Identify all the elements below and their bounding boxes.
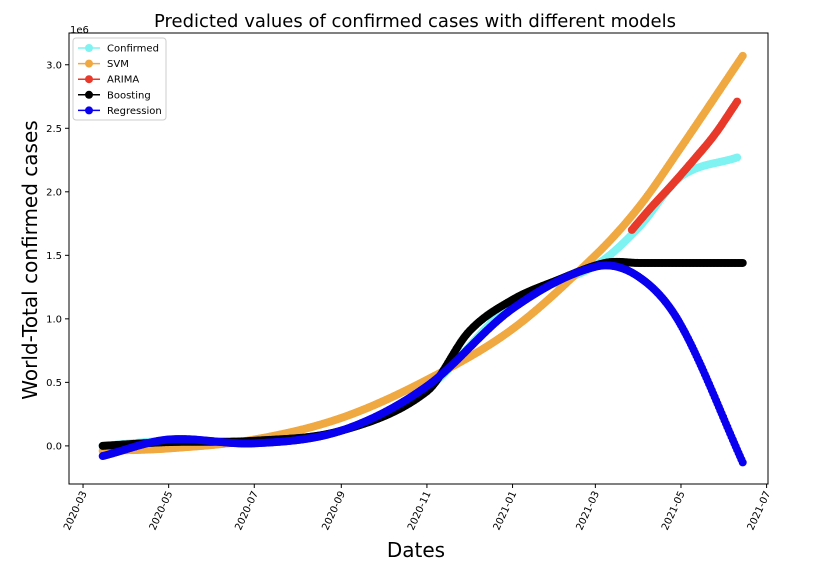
y-tick-label: 0.0 [46,441,62,452]
legend-item-regression: Regression [78,106,162,117]
legend-marker [85,59,93,68]
plot-area [68,32,769,485]
chart-title: Predicted values of confirmed cases with… [154,11,676,32]
series-arima [627,97,742,234]
y-tick-label: 2.0 [46,187,62,198]
legend-item-boosting: Boosting [78,90,151,101]
series-layer [98,51,747,467]
legend-marker [85,75,93,84]
y-axis: 0.0 0.5 1.0 1.5 2.0 2.5 3.0 [46,60,69,452]
legend-label: ARIMA [107,75,139,86]
point [738,458,747,467]
y-tick-label: 0.5 [46,378,62,389]
legend-item-svm: SVM [78,59,129,70]
y-multiplier: 1e6 [70,25,89,36]
point [733,97,742,106]
legend-box [72,37,167,121]
legend-marker [85,44,93,52]
legend-marker [85,90,93,99]
y-tick-label: 2.5 [46,124,62,135]
y-axis-label: World-Total confirmed cases [18,120,42,399]
legend: Confirmed SVM ARIMA Boosting Regression [72,37,167,121]
y-tick-label: 1.5 [46,251,62,262]
legend-label: SVM [107,59,129,70]
series-regression [98,261,747,467]
legend-marker [85,106,93,115]
legend-label: Boosting [107,90,151,101]
y-tick-label: 1.0 [46,314,62,325]
legend-item-arima: ARIMA [78,75,139,86]
point [738,258,747,267]
point [738,51,747,60]
y-tick-label: 3.0 [46,60,62,71]
point [733,153,742,162]
legend-label: Regression [107,106,162,117]
legend-item-confirmed: Confirmed [78,44,159,55]
x-axis-label: Dates [387,538,445,562]
legend-label: Confirmed [107,44,159,55]
